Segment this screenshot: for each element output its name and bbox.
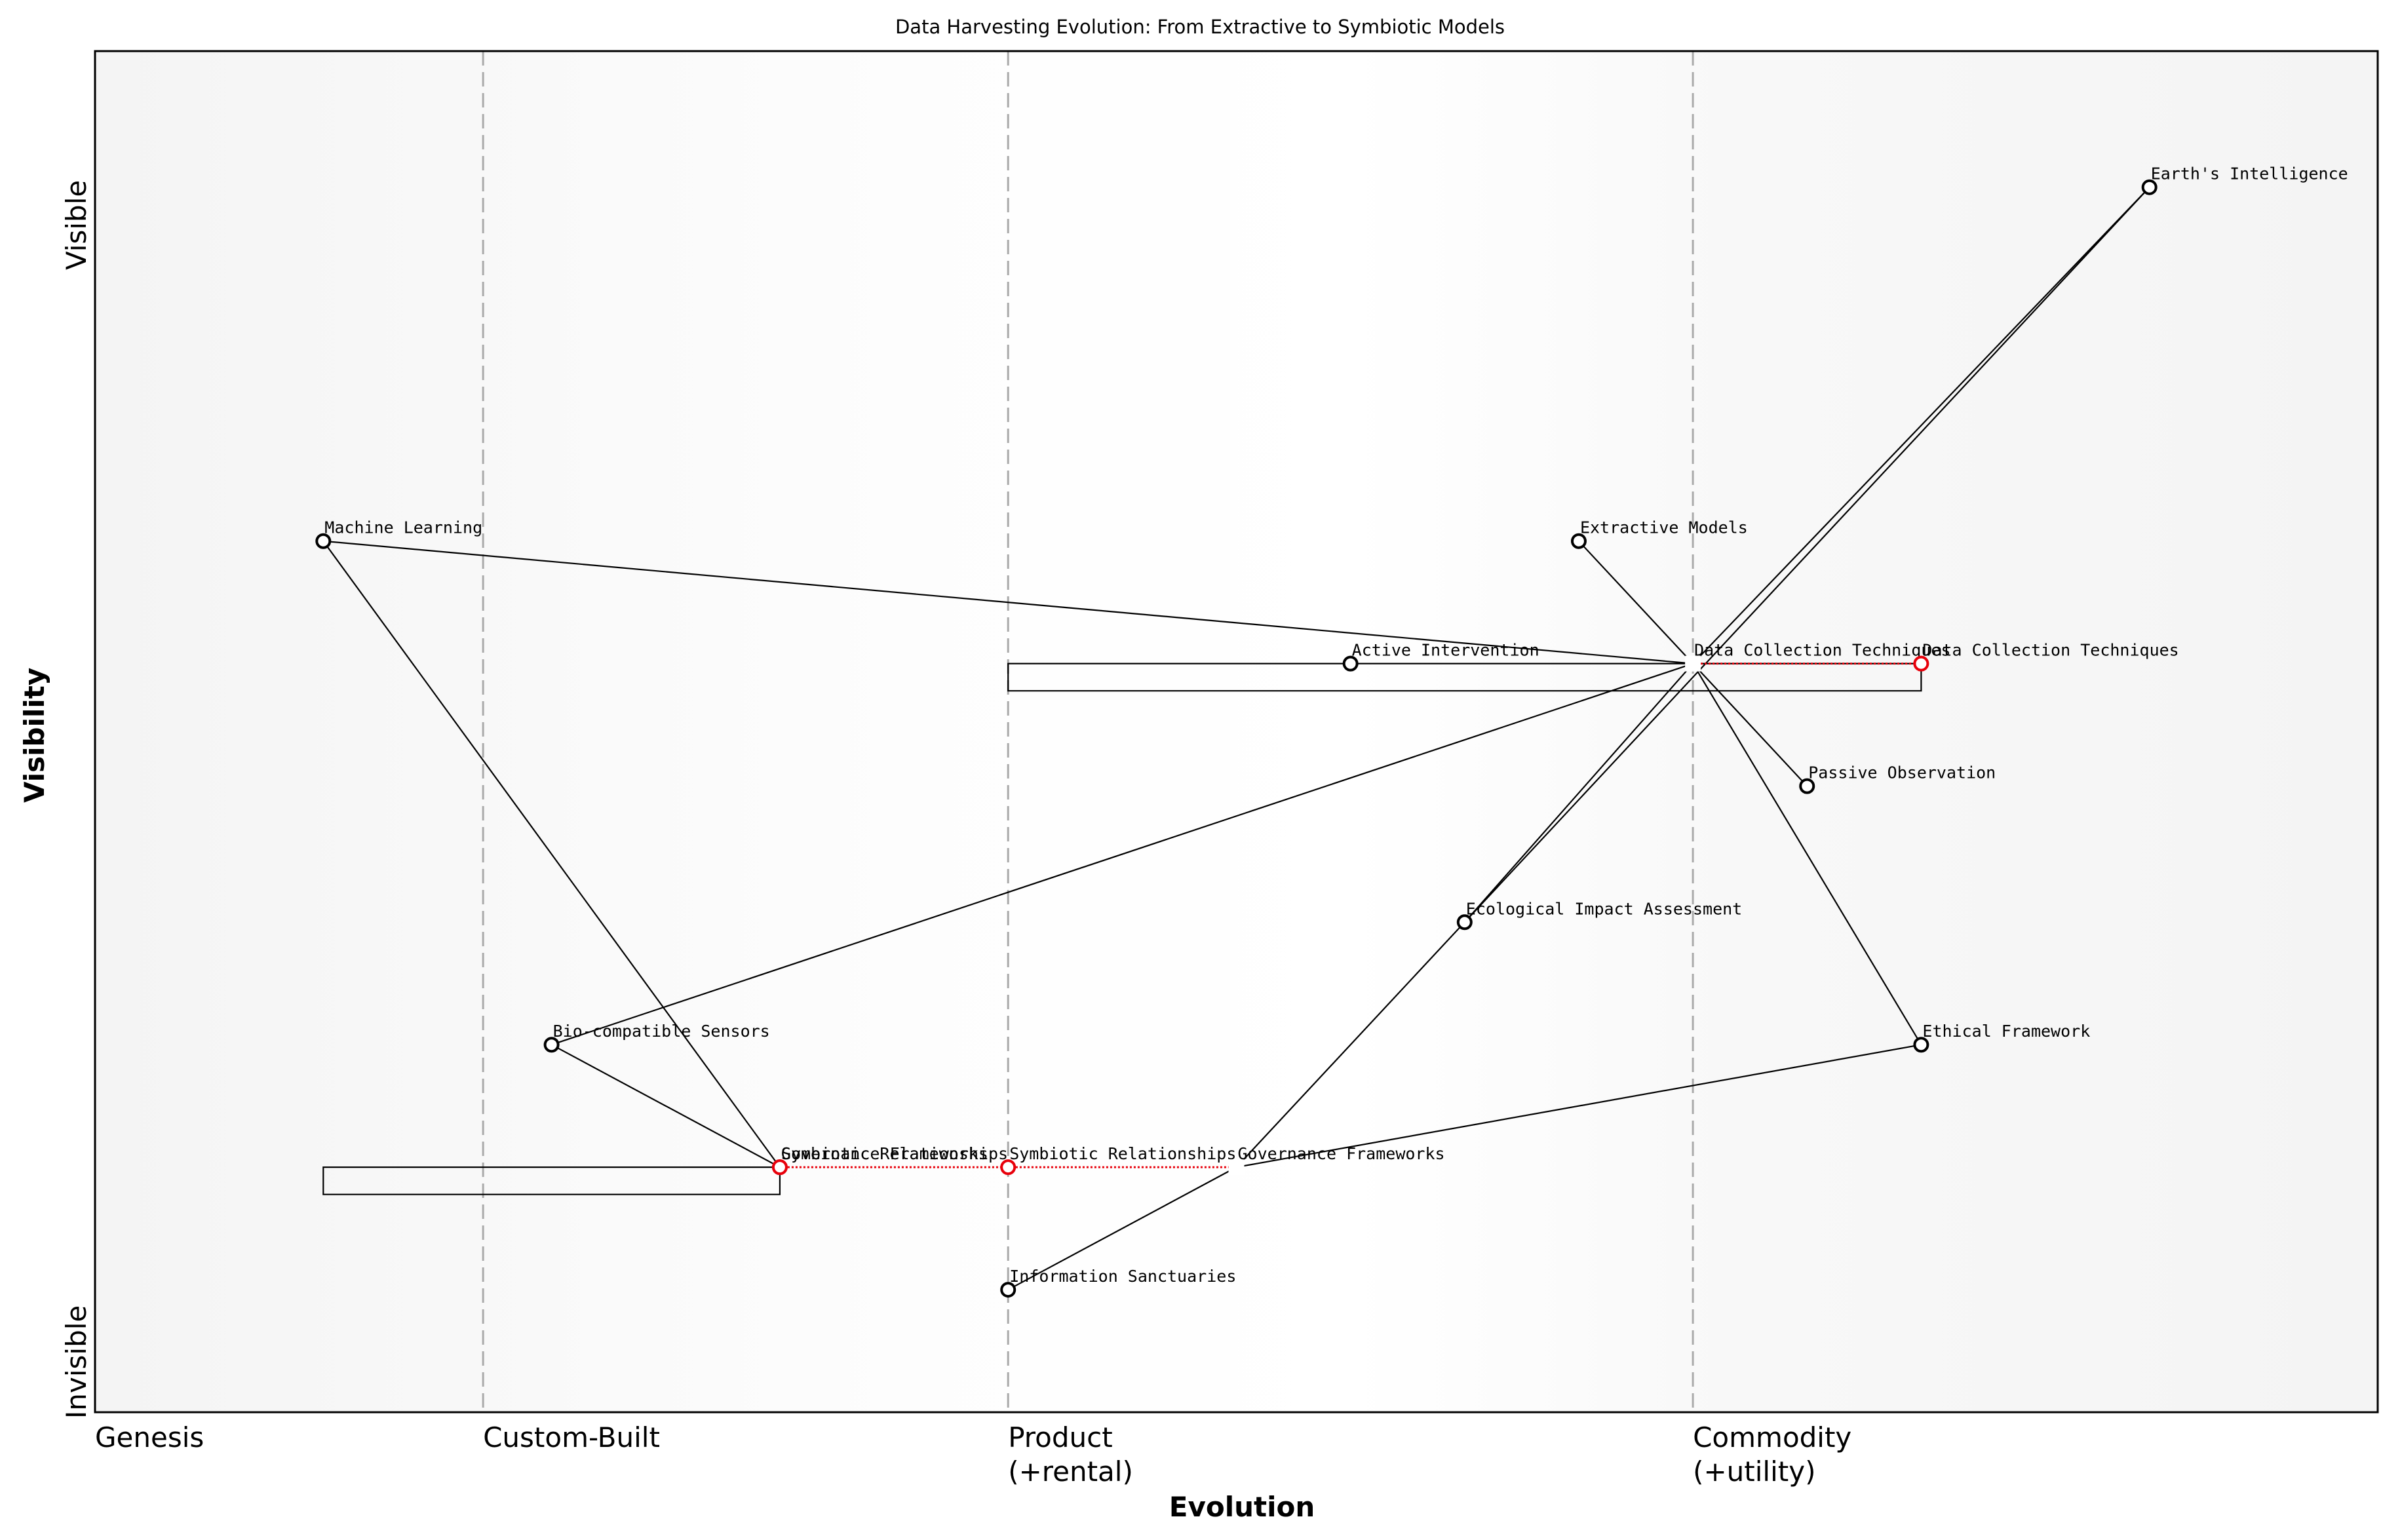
node-label: Machine Learning xyxy=(324,518,482,537)
dependency-edge xyxy=(551,663,1694,1046)
node-label: Active Intervention xyxy=(1352,641,1539,660)
component-node-marker[interactable] xyxy=(2141,179,2158,195)
chart-title: Data Harvesting Evolution: From Extracti… xyxy=(895,16,1505,38)
dependency-edge xyxy=(1235,921,1465,1168)
dependency-edge xyxy=(322,541,781,1168)
bracket xyxy=(1007,663,1922,692)
node-label: Extractive Models xyxy=(1580,518,1748,537)
node-label: Ethical Framework xyxy=(1922,1022,2090,1041)
node-label: Information Sanctuaries xyxy=(1009,1267,1236,1286)
plot-frame xyxy=(94,50,2379,1414)
evolved-node-marker[interactable] xyxy=(771,1159,788,1176)
x-axis-label: Evolution xyxy=(1169,1491,1315,1523)
node-label: Symbiotic Relationships xyxy=(781,1144,1008,1163)
x-stage-label: Commodity (+utility) xyxy=(1693,1421,1852,1488)
dependency-edge xyxy=(1236,1044,1922,1168)
node-label: Earth's Intelligence xyxy=(2151,164,2348,183)
component-node-marker[interactable] xyxy=(1913,1037,1929,1053)
hub-node-marker[interactable] xyxy=(1228,1159,1245,1176)
dependency-edge xyxy=(1463,186,2150,923)
component-node-marker[interactable] xyxy=(1456,914,1473,931)
y-axis-label: Visibility xyxy=(18,667,50,803)
dependency-edges xyxy=(322,186,2150,1291)
y-tick-visible: Visible xyxy=(60,180,92,270)
dependency-edge xyxy=(1007,1166,1237,1291)
node-label: Bio-compatible Sensors xyxy=(553,1022,770,1041)
node-label: Ecological Impact Assessment xyxy=(1466,899,1742,918)
node-label: Governance Frameworks xyxy=(781,1144,988,1163)
component-brackets xyxy=(322,663,1922,1195)
dependency-edge xyxy=(1463,663,1694,923)
component-node-marker[interactable] xyxy=(543,1037,560,1053)
dependency-edge xyxy=(1692,663,1808,787)
component-node-marker[interactable] xyxy=(315,533,332,549)
hub-node-marker[interactable] xyxy=(1685,655,1701,672)
node-label: Governance Frameworks xyxy=(1238,1144,1445,1163)
stage-separator-lines xyxy=(482,51,1694,1412)
node-label: Data Collection Techniques xyxy=(1694,641,1950,660)
dependency-edge xyxy=(1578,540,1694,664)
plot-background xyxy=(95,51,2378,1412)
component-node-marker[interactable] xyxy=(1570,533,1587,549)
dependency-edge xyxy=(551,1044,781,1168)
node-label: Passive Observation xyxy=(1808,763,1996,782)
x-stage-label: Custom-Built xyxy=(483,1421,660,1453)
dependency-edge xyxy=(323,540,1694,664)
bracket xyxy=(322,1166,781,1195)
x-stage-label: Product (+rental) xyxy=(1008,1421,1133,1488)
evolved-node-marker[interactable] xyxy=(1913,655,1929,672)
map-nodes: Earth's Intelligence Machine Learning Extr… xyxy=(315,164,2348,1298)
node-label: Data Collection Techniques xyxy=(1922,641,2178,660)
component-node-marker[interactable] xyxy=(1799,778,1815,794)
dependency-edge xyxy=(1692,663,1922,1045)
component-node-marker[interactable] xyxy=(1342,655,1359,672)
evolved-node-marker[interactable] xyxy=(1000,1159,1016,1176)
node-label: Symbiotic Relationships xyxy=(1009,1144,1236,1163)
y-tick-invisible: Invisible xyxy=(60,1305,92,1419)
dependency-edge xyxy=(1692,186,2150,664)
x-stage-label: Genesis xyxy=(95,1421,204,1453)
component-node-marker[interactable] xyxy=(1000,1282,1016,1298)
